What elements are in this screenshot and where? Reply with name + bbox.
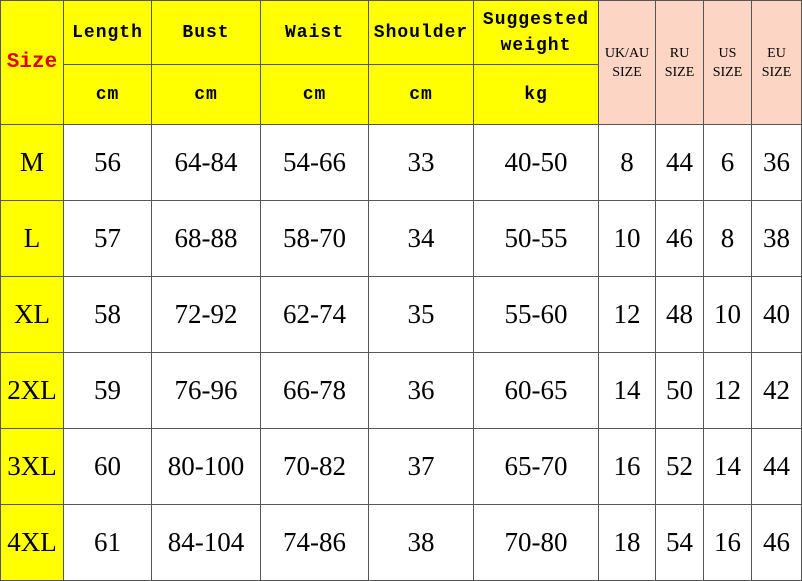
column-header: Shoulder bbox=[368, 0, 474, 65]
measurement: 61 bbox=[63, 504, 152, 581]
measurement: 14 bbox=[703, 428, 752, 505]
measurement: 76-96 bbox=[151, 352, 261, 429]
measurement: 42 bbox=[751, 352, 802, 429]
measurement: 54-66 bbox=[260, 124, 369, 201]
column-header: Waist bbox=[260, 0, 369, 65]
measurement: 34 bbox=[368, 200, 474, 277]
region-header: RU SIZE bbox=[655, 0, 704, 125]
unit: kg bbox=[473, 64, 599, 125]
size-row: 4XL 61 84-104 74-86 38 70-80 18 54 16 46 bbox=[0, 504, 802, 581]
measurement: 66-78 bbox=[260, 352, 369, 429]
measurement: 46 bbox=[655, 200, 704, 277]
unit: cm bbox=[63, 64, 152, 125]
measurement: 12 bbox=[598, 276, 656, 353]
measurement: 50 bbox=[655, 352, 704, 429]
size-header: Size bbox=[0, 0, 64, 125]
size-row: L 57 68-88 58-70 34 50-55 10 46 8 38 bbox=[0, 200, 802, 277]
measurement: 65-70 bbox=[473, 428, 599, 505]
measurement: 50-55 bbox=[473, 200, 599, 277]
region-header: UK/AU SIZE bbox=[598, 0, 656, 125]
measurement: 54 bbox=[655, 504, 704, 581]
measurement: 12 bbox=[703, 352, 752, 429]
measurement: 8 bbox=[703, 200, 752, 277]
measurement: 62-74 bbox=[260, 276, 369, 353]
measurement: 58 bbox=[63, 276, 152, 353]
measurement: 6 bbox=[703, 124, 752, 201]
measurement: 55-60 bbox=[473, 276, 599, 353]
size-label: 4XL bbox=[0, 504, 64, 581]
measurement: 16 bbox=[703, 504, 752, 581]
measurement: 10 bbox=[598, 200, 656, 277]
measurement: 33 bbox=[368, 124, 474, 201]
measurement: 52 bbox=[655, 428, 704, 505]
measurement: 35 bbox=[368, 276, 474, 353]
measurement: 36 bbox=[368, 352, 474, 429]
measurement: 36 bbox=[751, 124, 802, 201]
measurement: 84-104 bbox=[151, 504, 261, 581]
unit: cm bbox=[151, 64, 261, 125]
unit: cm bbox=[260, 64, 369, 125]
column-header: Length bbox=[63, 0, 152, 65]
measurement: 68-88 bbox=[151, 200, 261, 277]
measurement: 57 bbox=[63, 200, 152, 277]
measurement: 40-50 bbox=[473, 124, 599, 201]
header-row: Size Length Bust Waist Shoulder Suggeste… bbox=[0, 0, 802, 125]
measurement: 56 bbox=[63, 124, 152, 201]
unit: cm bbox=[368, 64, 474, 125]
measurement: 37 bbox=[368, 428, 474, 505]
size-label: M bbox=[0, 124, 64, 201]
measurement: 8 bbox=[598, 124, 656, 201]
measurement: 18 bbox=[598, 504, 656, 581]
measurement: 58-70 bbox=[260, 200, 369, 277]
measurement: 10 bbox=[703, 276, 752, 353]
size-row: 2XL 59 76-96 66-78 36 60-65 14 50 12 42 bbox=[0, 352, 802, 429]
measurement: 72-92 bbox=[151, 276, 261, 353]
measurement: 59 bbox=[63, 352, 152, 429]
region-header: EU SIZE bbox=[751, 0, 802, 125]
measurement: 70-82 bbox=[260, 428, 369, 505]
measurement: 14 bbox=[598, 352, 656, 429]
size-label: L bbox=[0, 200, 64, 277]
measurement: 40 bbox=[751, 276, 802, 353]
measurement: 64-84 bbox=[151, 124, 261, 201]
size-label: XL bbox=[0, 276, 64, 353]
measurement: 46 bbox=[751, 504, 802, 581]
measurement: 60 bbox=[63, 428, 152, 505]
measurement: 44 bbox=[655, 124, 704, 201]
measurement: 16 bbox=[598, 428, 656, 505]
unit-row: cm cm cm cm kg bbox=[1, 64, 802, 125]
measurement: 60-65 bbox=[473, 352, 599, 429]
size-row: M 56 64-84 54-66 33 40-50 8 44 6 36 bbox=[0, 124, 802, 201]
measurement: 74-86 bbox=[260, 504, 369, 581]
measurement: 44 bbox=[751, 428, 802, 505]
measurement: 70-80 bbox=[473, 504, 599, 581]
region-header: US SIZE bbox=[703, 0, 752, 125]
measurement: 38 bbox=[368, 504, 474, 581]
size-label: 3XL bbox=[0, 428, 64, 505]
size-label: 2XL bbox=[0, 352, 64, 429]
size-row: 3XL 60 80-100 70-82 37 65-70 16 52 14 44 bbox=[0, 428, 802, 505]
column-header: Suggested weight bbox=[473, 0, 599, 65]
measurement: 48 bbox=[655, 276, 704, 353]
measurement: 38 bbox=[751, 200, 802, 277]
size-row: XL 58 72-92 62-74 35 55-60 12 48 10 40 bbox=[0, 276, 802, 353]
column-header: Bust bbox=[151, 0, 261, 65]
measurement: 80-100 bbox=[151, 428, 261, 505]
